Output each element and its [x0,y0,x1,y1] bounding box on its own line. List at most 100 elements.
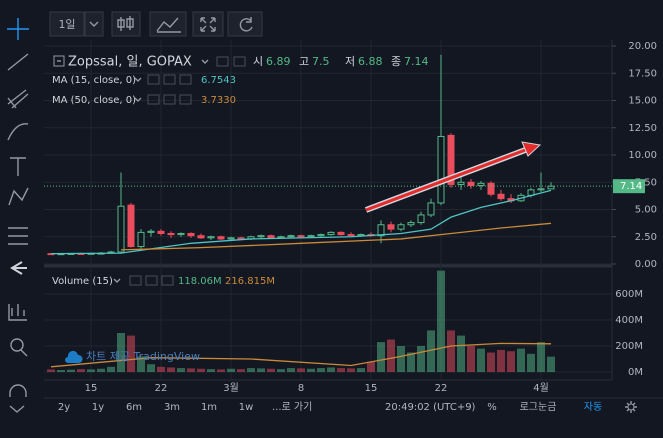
indicators-icon [156,17,181,33]
candle-body [237,237,245,240]
magnet-tool[interactable] [9,384,27,397]
interval-dropdown[interactable] [84,11,104,37]
y2-tick-label: 600M [615,289,643,300]
volume-bar [297,368,305,372]
fullscreen-button[interactable] [192,11,224,37]
measure-tool[interactable] [8,304,27,321]
volume-bar [97,368,105,372]
zoom-tool[interactable] [10,338,24,352]
collapse-legend[interactable] [53,55,65,67]
prediction-tool[interactable] [8,227,28,245]
volume-bar [107,366,115,372]
ohlc-value: 7.14 [404,55,429,68]
volume-bar [377,342,385,372]
bottom-bar: 2y 1y 6m 3m 1m 1w ...로 가기 20:49:02 (UTC+9)% 로그눈금… [58,401,602,413]
back-tool[interactable] [10,261,27,275]
volume-bar [537,342,545,372]
trendline-tool[interactable] [7,53,29,71]
volume-bar [237,369,245,372]
legend-icon[interactable] [145,275,158,286]
legend-icon[interactable] [233,56,246,67]
volume-dropdown[interactable] [113,278,121,283]
collapse-tool[interactable] [9,405,25,413]
candle-body [387,224,395,230]
volume-bar [127,335,135,372]
auto-toggle[interactable]: 자동 [584,401,602,413]
indicator-name: MA (15, close, 0) [52,75,136,86]
marks: 7.14 [44,54,645,372]
legend-icon[interactable] [179,94,192,105]
pattern-tool[interactable] [8,187,29,206]
clock: 20:49:02 (UTC+9) [385,402,476,413]
interval-button[interactable] [49,11,85,37]
candle-body [427,202,435,216]
legend-icon[interactable] [129,275,142,286]
candle-body [497,193,505,200]
ohlc-key: 종 [391,55,401,68]
fib-tool[interactable] [7,89,29,109]
candle-body [317,234,325,237]
volume-bar [487,352,495,372]
goto-date[interactable]: ...로 가기 [272,401,312,413]
log-toggle[interactable]: 로그눈금 [520,401,557,413]
candle-body [487,182,495,195]
legend-icon[interactable] [163,94,176,105]
chart-type-button[interactable] [111,11,141,37]
legend-icon[interactable] [147,94,160,105]
volume-bar [277,369,285,372]
x-tick-label: 8 [298,383,304,394]
range-button[interactable]: 3m [164,402,180,413]
left-toolbar [0,0,40,434]
legend-icon[interactable] [147,74,160,85]
arrow-drawing[interactable] [365,147,529,212]
x-tick-label: 3월 [223,382,239,394]
refresh-button[interactable] [227,11,263,37]
range-button[interactable]: 2y [58,402,70,413]
legend-icon[interactable] [216,56,229,67]
volume-bar [247,368,255,372]
volume-bar [137,356,145,372]
range-button[interactable]: 6m [126,402,142,413]
volume-bar [417,346,425,372]
last-price-tag [613,179,645,194]
volume-bar [337,368,345,372]
candle-body [397,224,405,230]
candle-body [417,214,425,224]
candle-body [167,232,175,236]
indicator-dropdown[interactable] [134,77,142,82]
x-tick-label: 15 [85,383,98,394]
volume-bar [67,369,75,372]
crosshair-tool[interactable] [7,18,29,40]
volume-bar [397,346,405,372]
symbol-dropdown[interactable] [201,59,209,64]
y-tick-label: 10.00 [628,150,657,161]
y-tick-label: 7.50 [635,177,657,188]
legend-icon[interactable] [179,74,192,85]
y-tick-label: 5.00 [635,205,657,216]
last-price-label: 7.14 [620,181,642,192]
candle-icon [117,16,134,31]
percent-toggle[interactable]: % [487,402,497,413]
volume-bar [57,370,65,372]
range-button[interactable]: 1y [92,402,104,413]
tool-icons[interactable] [7,18,29,413]
brush-tool[interactable] [7,123,29,141]
arrow-head [521,141,542,157]
candle-body [457,181,465,185]
range-button[interactable]: 1w [239,402,254,413]
ohlc-key: 시 [253,55,263,68]
candle-body [217,236,225,240]
volume-ma-line [50,342,552,368]
volume-bar [527,353,535,372]
y-tick-label: 12.50 [628,123,657,134]
legend-icon[interactable] [161,275,174,286]
indicator-dropdown[interactable] [134,97,142,102]
candle-body [187,232,195,237]
legend-icon[interactable] [163,74,176,85]
ohlc-value: 7.5 [312,55,330,68]
volume-bar [167,367,175,372]
text-tool[interactable] [10,157,26,176]
range-button[interactable]: 1m [201,402,217,413]
